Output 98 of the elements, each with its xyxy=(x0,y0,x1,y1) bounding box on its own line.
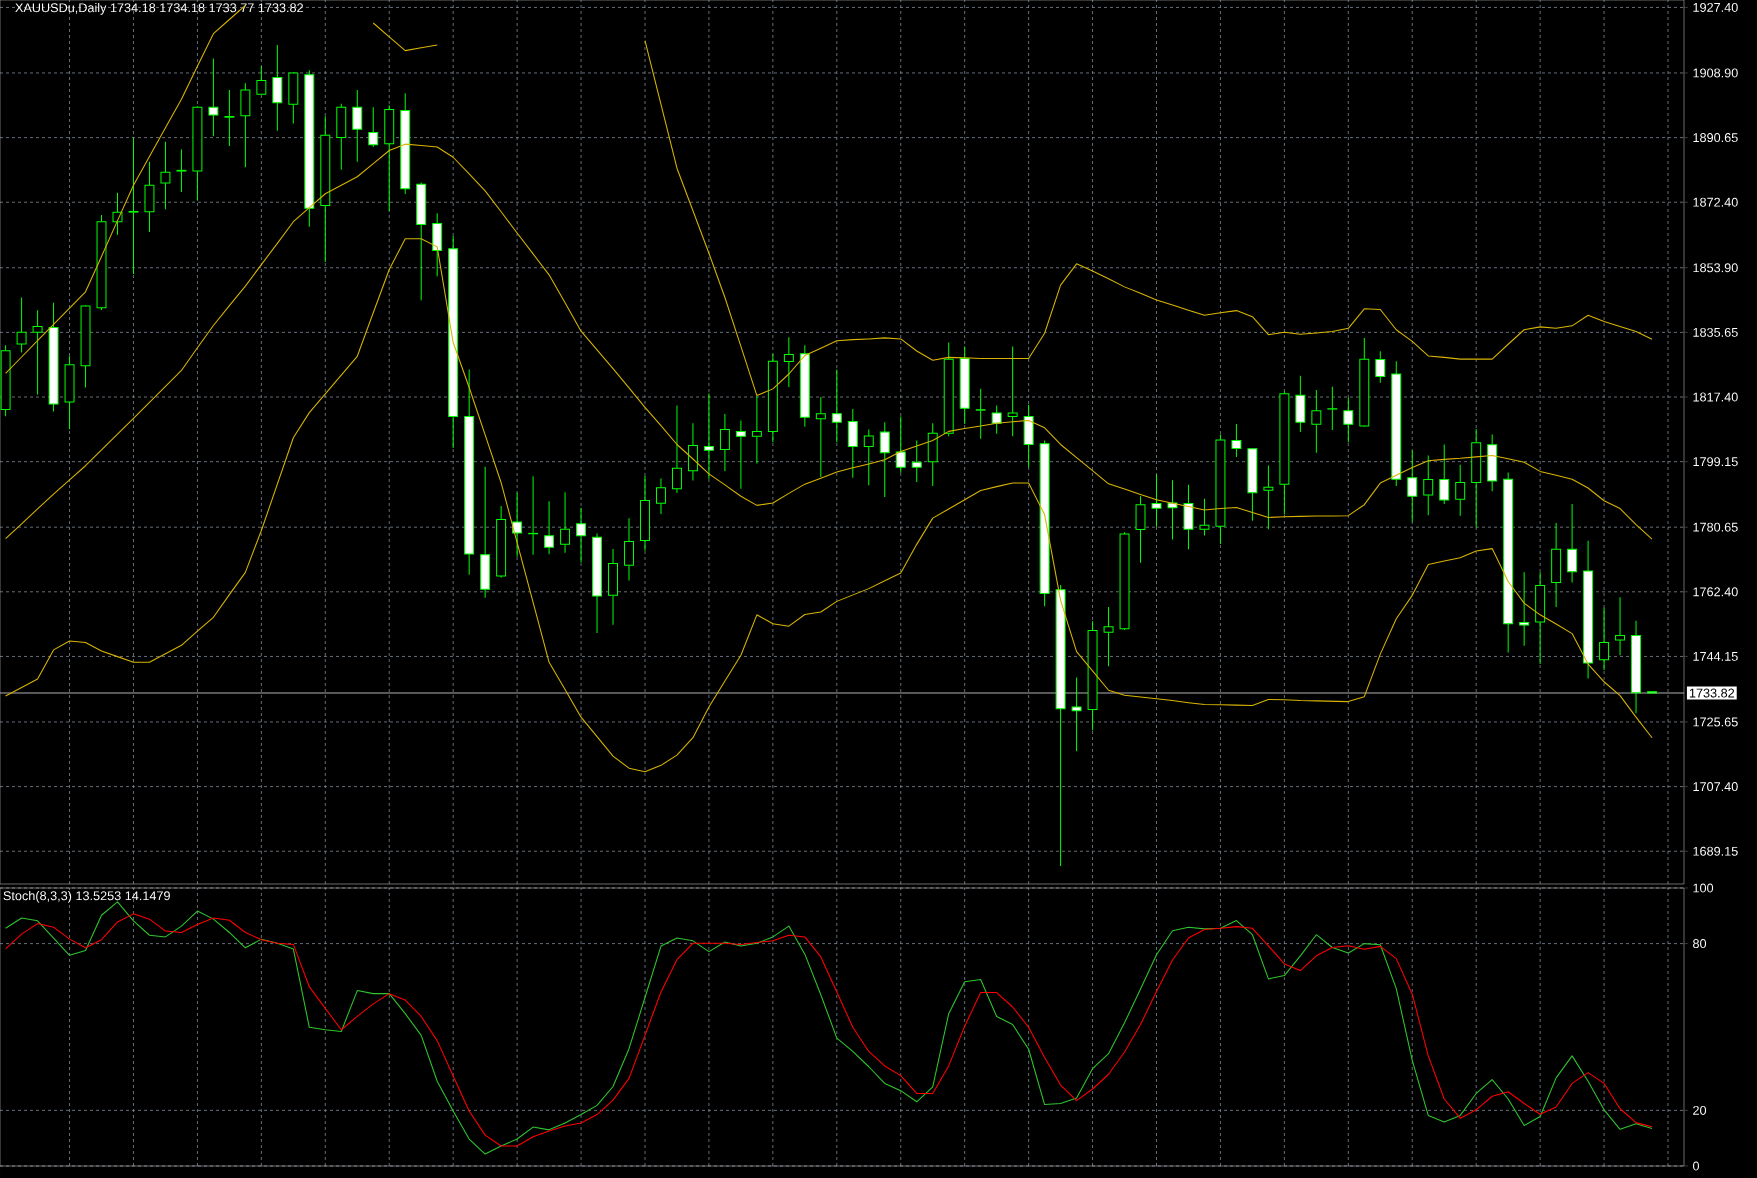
candlestick xyxy=(544,500,555,555)
candlestick xyxy=(1375,350,1386,384)
candlestick xyxy=(160,141,171,210)
candlestick xyxy=(1151,474,1162,528)
candlestick xyxy=(480,466,491,599)
candlestick xyxy=(831,368,842,443)
candlestick xyxy=(703,392,714,480)
candlestick xyxy=(1487,434,1498,492)
candlestick xyxy=(1199,498,1210,536)
candlestick xyxy=(767,353,778,443)
candlestick xyxy=(911,440,922,483)
candlestick xyxy=(576,507,587,563)
candlestick xyxy=(400,92,411,195)
ref-line-label: 1733.82 xyxy=(1689,688,1735,698)
candlestick xyxy=(1103,606,1114,667)
candlestick xyxy=(320,115,331,263)
candlestick xyxy=(512,492,523,558)
candlestick xyxy=(1327,386,1338,431)
candlestick xyxy=(1567,503,1578,584)
y-tick-label: 1725.65 xyxy=(1693,717,1738,727)
line-series xyxy=(5,143,1653,540)
candlestick xyxy=(671,405,682,494)
candlestick xyxy=(624,517,634,581)
y-tick-label: 0 xyxy=(1692,1161,1700,1171)
candlestick xyxy=(464,368,475,576)
candlestick xyxy=(1343,397,1354,443)
y-tick-label: 1780.65 xyxy=(1693,522,1738,532)
candlestick xyxy=(144,161,155,233)
candlestick xyxy=(1423,454,1434,516)
candlestick xyxy=(176,148,187,193)
candlestick xyxy=(751,395,762,465)
candlestick xyxy=(1599,607,1610,671)
y-tick-label: 1908.90 xyxy=(1693,68,1738,78)
candlestick xyxy=(1615,596,1626,656)
candlestick xyxy=(1631,620,1642,714)
candlestick xyxy=(1407,450,1418,523)
candlestick xyxy=(352,89,363,163)
candlestick xyxy=(1071,677,1082,752)
y-tick-label: 1872.40 xyxy=(1693,197,1738,207)
candlestick xyxy=(496,505,507,579)
candlestick xyxy=(1167,479,1178,540)
candlestick xyxy=(560,491,571,554)
candlestick xyxy=(128,137,139,275)
candlestick xyxy=(1263,464,1274,530)
candlestick xyxy=(783,336,794,388)
candlestick xyxy=(1023,404,1034,468)
candlestick xyxy=(1087,620,1098,731)
candlestick xyxy=(1183,484,1194,550)
y-tick-label: 1799.15 xyxy=(1693,457,1738,467)
chart-title: Stoch(8,3,3) 13.5253 14.1479 xyxy=(3,890,170,903)
candlestick xyxy=(1279,390,1290,516)
candlestick xyxy=(656,477,666,515)
candlestick xyxy=(208,57,219,137)
candlestick xyxy=(735,419,746,490)
candlestick xyxy=(32,309,43,396)
y-tick-label: 1835.65 xyxy=(1693,327,1738,337)
y-tick-label: 1817.40 xyxy=(1693,392,1738,402)
candlestick xyxy=(224,89,235,147)
y-tick-label: 1762.40 xyxy=(1693,587,1738,597)
candlestick xyxy=(815,396,826,478)
candlestick xyxy=(192,106,203,202)
y-tick-label: 1927.40 xyxy=(1693,2,1738,12)
candlestick xyxy=(1503,471,1514,653)
candlestick xyxy=(448,235,459,449)
candlestick xyxy=(1007,345,1018,437)
candlestick xyxy=(1455,464,1466,517)
candlestick xyxy=(1519,571,1530,647)
candlestick xyxy=(384,104,395,212)
candlestick xyxy=(272,44,283,132)
candlestick xyxy=(1583,540,1594,680)
candlestick xyxy=(1551,522,1562,608)
candlestick xyxy=(416,181,427,301)
candlestick xyxy=(1535,571,1546,665)
candlestick xyxy=(719,413,730,472)
y-tick-label: 1689.15 xyxy=(1693,846,1738,856)
candlestick xyxy=(608,548,618,626)
candlestick xyxy=(1471,428,1482,528)
candlestick xyxy=(1311,389,1322,454)
candlestick xyxy=(927,422,938,487)
y-tick-label: 80 xyxy=(1693,939,1707,949)
candlestick xyxy=(1295,375,1306,433)
candlestick xyxy=(687,422,698,482)
candlestick xyxy=(432,212,443,277)
candlestick xyxy=(959,345,970,425)
y-tick-label: 1890.65 xyxy=(1693,133,1738,143)
candlestick xyxy=(847,408,858,479)
y-tick-label: 1744.15 xyxy=(1693,652,1738,661)
candlestick xyxy=(640,475,650,552)
y-tick-label: 20 xyxy=(1693,1105,1707,1115)
candlestick xyxy=(975,388,986,440)
candlestick xyxy=(879,421,890,498)
candlestick xyxy=(799,344,810,428)
candlestick xyxy=(48,302,59,413)
candlestick xyxy=(592,532,603,634)
y-tick-label: 100 xyxy=(1693,883,1714,893)
chart-title: XAUUSDu,Daily 1734.18 1734.18 1733.77 1733.82 xyxy=(15,2,303,15)
y-tick-label: 1707.40 xyxy=(1693,782,1738,792)
y-tick-label: 1853.90 xyxy=(1693,263,1738,273)
